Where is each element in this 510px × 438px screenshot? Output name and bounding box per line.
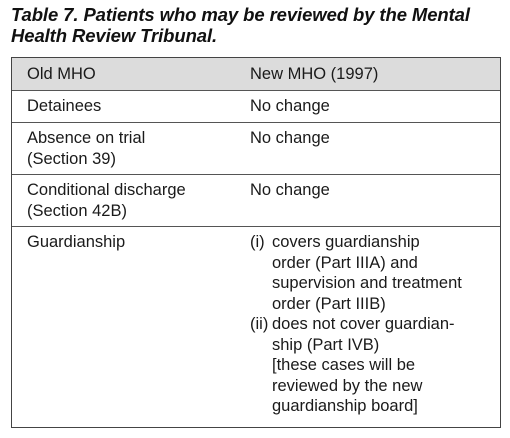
item-line: order (Part IIIA) and: [272, 253, 418, 272]
cell-new-list: (i) covers guardianship order (Part IIIA…: [250, 232, 490, 417]
table-caption: Table 7. Patients who may be reviewed by…: [11, 4, 503, 46]
table-row: Conditional discharge (Section 42B) No c…: [12, 175, 500, 227]
header-old-mho: Old MHO: [27, 65, 96, 83]
item-line: [these cases will be: [272, 356, 416, 374]
cell-new: No change: [250, 97, 330, 115]
table-row: Guardianship (i) covers guardianship ord…: [12, 227, 500, 427]
item-line: order (Part IIIB): [272, 294, 386, 313]
table-row: Absence on trial (Section 39) No change: [12, 123, 500, 175]
cell-line: (Section 39): [27, 149, 116, 168]
item-line: covers guardianship: [272, 233, 420, 251]
item-number: (ii): [250, 315, 269, 333]
cell-old: Absence on trial (Section 39): [27, 128, 242, 169]
header-new-mho: New MHO (1997): [250, 65, 379, 83]
item-line: does not cover guardian-: [272, 315, 455, 333]
cell-old: Detainees: [27, 96, 242, 117]
list-item: (i) covers guardianship order (Part IIIA…: [250, 232, 490, 314]
table-header-row: Old MHO New MHO (1997): [12, 58, 500, 91]
item-line: guardianship board]: [272, 397, 418, 415]
item-line: ship (Part IVB): [272, 335, 380, 354]
item-line: supervision and treatment: [272, 274, 462, 292]
cell-line: Guardianship: [27, 233, 126, 251]
cell-new: No change: [250, 129, 330, 147]
mho-table: Old MHO New MHO (1997) Detainees No chan…: [11, 57, 501, 428]
cell-line: Absence on trial: [27, 129, 146, 147]
item-number: (i): [250, 233, 265, 251]
cell-new: No change: [250, 181, 330, 199]
cell-old: Conditional discharge (Section 42B): [27, 180, 242, 221]
cell-old: Guardianship: [27, 232, 242, 253]
cell-line: Detainees: [27, 97, 102, 115]
cell-line: (Section 42B): [27, 201, 127, 220]
list-item: (ii) does not cover guardian- ship (Part…: [250, 314, 490, 417]
cell-line: Conditional discharge: [27, 181, 186, 199]
table-row: Detainees No change: [12, 91, 500, 123]
caption-line: Table 7. Patients who may be reviewed by…: [11, 4, 470, 25]
item-line: reviewed by the new: [272, 376, 423, 395]
caption-line: Health Review Tribunal.: [11, 25, 218, 46]
